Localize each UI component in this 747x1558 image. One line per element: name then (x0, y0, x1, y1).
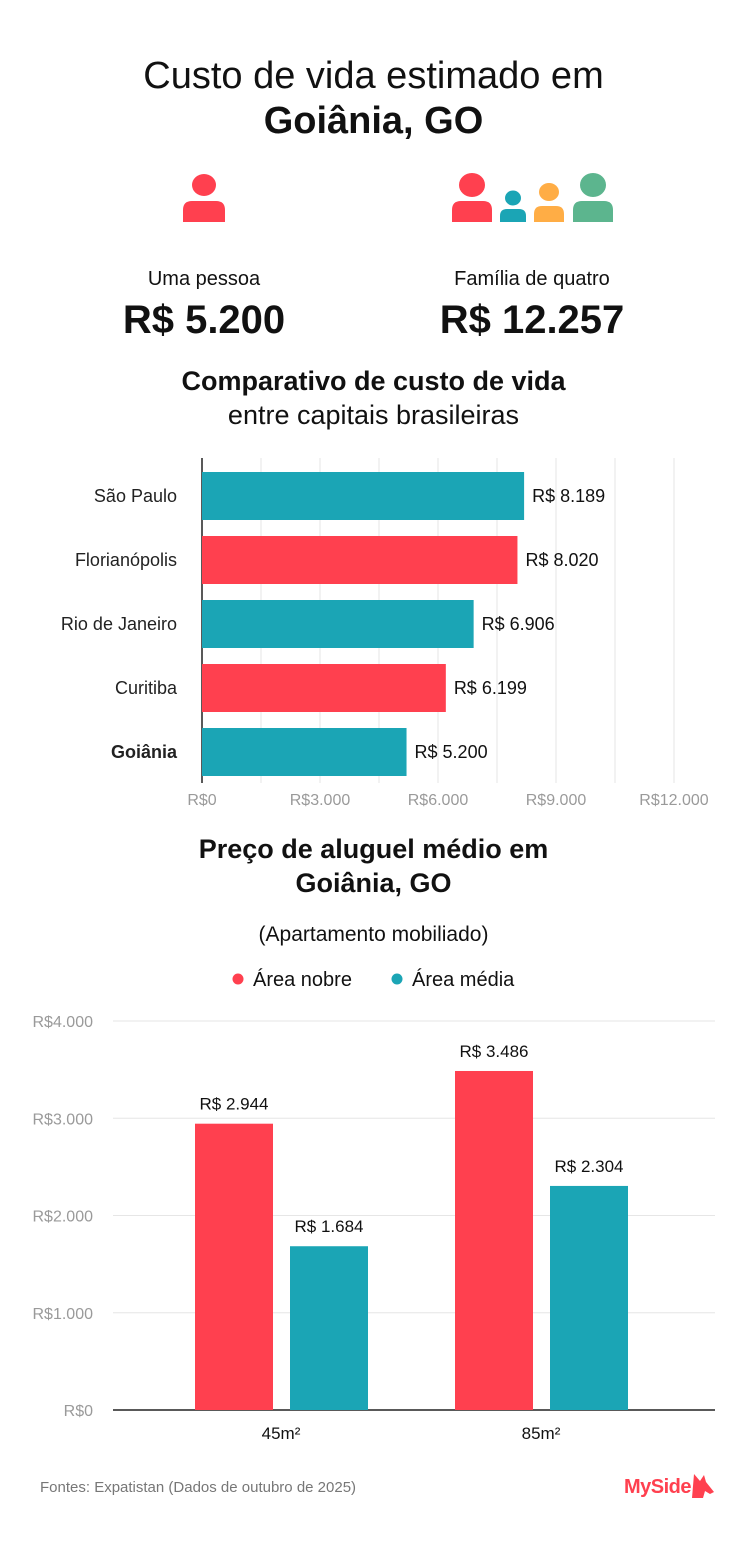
x-tick-label: R$3.000 (290, 792, 351, 809)
family-value: R$ 12.257 (439, 298, 625, 342)
bar (202, 600, 474, 648)
category-label: Florianópolis (75, 550, 177, 570)
x-tick-label: R$0 (187, 792, 216, 809)
x-tick-label: R$6.000 (408, 792, 469, 809)
dog-logo-icon (692, 1474, 714, 1498)
y-tick-label: R$1.000 (33, 1306, 94, 1323)
data-label: R$ 6.906 (482, 614, 555, 634)
category-label: São Paulo (94, 486, 177, 506)
category-label: Curitiba (115, 678, 178, 698)
chart1-title: Comparativo de custo de vida (181, 366, 566, 396)
bar (290, 1246, 368, 1410)
rent-chart: Área nobre Área média R$0 R$1.000 R$2.000 R$3… (33, 968, 715, 1443)
data-label: R$ 2.944 (200, 1095, 269, 1114)
data-label: R$ 3.486 (460, 1042, 529, 1061)
bar (550, 1185, 628, 1410)
source-note: Fontes: Expatistan (Dados de outubro de … (40, 1479, 357, 1496)
myside-logo: MySide (624, 1476, 692, 1499)
x-tick-label: R$12.000 (639, 792, 708, 809)
chart2-title-line2: Goiânia, GO (295, 868, 452, 898)
y-tick-label: R$0 (64, 1403, 93, 1420)
category-label: 85m² (522, 1424, 561, 1443)
category-label: Rio de Janeiro (61, 614, 177, 634)
category-label: 45m² (262, 1424, 301, 1443)
chart2-subtitle: (Apartamento mobiliado) (258, 923, 489, 946)
single-label: Uma pessoa (147, 268, 261, 290)
chart2-title-line1: Preço de aluguel médio em (198, 834, 549, 864)
y-tick-label: R$4.000 (33, 1014, 94, 1031)
data-label: R$ 5.200 (415, 742, 488, 762)
bar (202, 536, 518, 584)
family-label: Família de quatro (454, 268, 610, 290)
bar (455, 1070, 533, 1410)
legend-label: Área média (412, 968, 515, 991)
legend-marker (391, 973, 403, 985)
logo-text: MySide (624, 1476, 692, 1498)
family-icon (452, 173, 613, 222)
category-label: Goiânia (111, 742, 178, 762)
data-label: R$ 6.199 (454, 678, 527, 698)
title-line2: Goiânia, GO (263, 100, 484, 142)
data-label: R$ 2.304 (555, 1157, 624, 1176)
x-tick-label: R$9.000 (526, 792, 587, 809)
y-tick-label: R$3.000 (33, 1111, 94, 1128)
y-tick-label: R$2.000 (33, 1209, 94, 1226)
bar (195, 1123, 273, 1410)
person-icon (183, 174, 225, 222)
title-line1: Custo de vida estimado em (143, 55, 604, 97)
bar (202, 664, 446, 712)
legend-marker (232, 973, 244, 985)
chart1-subtitle: entre capitais brasileiras (227, 400, 520, 430)
data-label: R$ 8.020 (525, 550, 598, 570)
data-label: R$ 1.684 (295, 1217, 364, 1236)
data-label: R$ 8.189 (532, 486, 605, 506)
bar (202, 472, 525, 520)
bar (202, 728, 407, 776)
legend-label: Área nobre (253, 968, 352, 991)
cost-comparison-chart: R$0 R$3.000 R$6.000 R$9.000 R$12.000 R$ 8.189… (61, 458, 709, 809)
single-value: R$ 5.200 (122, 298, 286, 342)
